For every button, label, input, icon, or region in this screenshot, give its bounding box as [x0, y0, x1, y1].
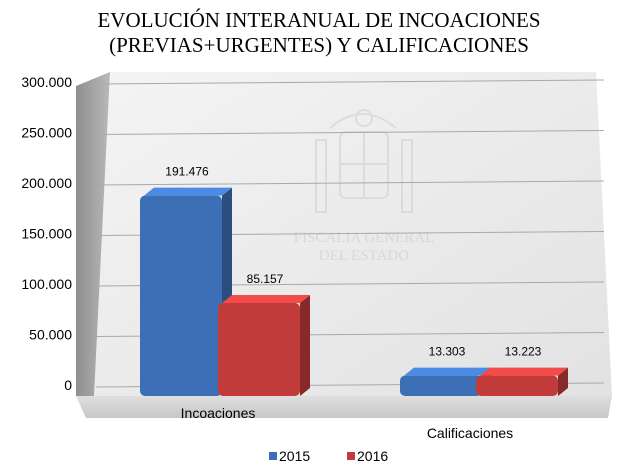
- y-tick-label: 0: [64, 377, 72, 393]
- y-tick-label: 150.000: [21, 226, 72, 242]
- legend-label-2016: 2016: [357, 448, 388, 464]
- y-tick-label: 300.000: [21, 74, 72, 90]
- y-tick-label: 50.000: [29, 327, 72, 343]
- bar-calificaciones-2016: [476, 367, 568, 396]
- y-tick-label: 100.000: [21, 276, 72, 292]
- side-wall: [76, 72, 110, 396]
- legend-swatch-2015: [269, 452, 277, 460]
- data-label-incoaciones-2015: 191.476: [165, 165, 209, 179]
- bars: [140, 187, 568, 396]
- data-labels: 191.476 13.303 85.157 13.223: [165, 165, 541, 359]
- chart-title-line-1: EVOLUCIÓN INTERANUAL DE INCOACIONES: [97, 8, 540, 32]
- gridline: [95, 79, 605, 85]
- chart-floor: [76, 396, 612, 418]
- legend-swatch-2016: [347, 452, 355, 460]
- gridline: [95, 130, 605, 135]
- gridline: [95, 180, 605, 186]
- data-label-calificaciones-2015: 13.303: [429, 345, 466, 359]
- chart-title-line-2: (PREVIAS+URGENTES) Y CALIFICACIONES: [109, 33, 529, 57]
- legend: 2015 2016: [269, 448, 388, 464]
- data-label-incoaciones-2016: 85.157: [247, 272, 284, 286]
- data-label-calificaciones-2016: 13.223: [505, 345, 542, 359]
- y-tick-label: 250.000: [21, 125, 72, 141]
- coat-of-arms-icon: [315, 109, 413, 213]
- legend-label-2015: 2015: [279, 448, 310, 464]
- y-tick-label: 200.000: [21, 175, 72, 191]
- category-labels: Incoaciones Calificaciones: [181, 405, 514, 441]
- category-label-incoaciones: Incoaciones: [181, 405, 256, 421]
- y-axis-ticks: 0 50.000 100.000 150.000 200.000 250.000 300.0…: [21, 74, 72, 393]
- watermark-line-1: FISCALIA GENERAL: [294, 230, 434, 246]
- category-label-calificaciones: Calificaciones: [427, 425, 513, 441]
- watermark-line-2: DEL ESTADO: [319, 248, 409, 264]
- bar-incoaciones-2016: [218, 294, 310, 396]
